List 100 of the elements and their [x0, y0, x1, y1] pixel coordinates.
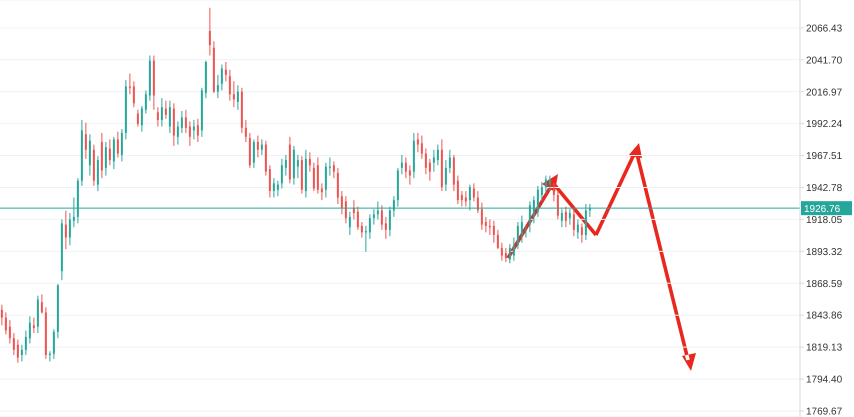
- candlestick: [260, 138, 263, 156]
- candlestick: [12, 332, 15, 356]
- candlestick: [564, 206, 567, 228]
- candlestick: [48, 350, 51, 362]
- candlestick: [500, 242, 503, 262]
- y-tick-label: 2016.97: [806, 87, 843, 98]
- candlestick: [460, 190, 463, 208]
- candlestick: [496, 229, 499, 250]
- y-tick-label: 1843.86: [806, 310, 843, 322]
- candlestick: [128, 73, 131, 95]
- candlestick: [368, 214, 371, 240]
- candlestick: [84, 122, 87, 160]
- candlestick: [428, 158, 431, 182]
- candlestick: [484, 216, 487, 233]
- candlestick: [104, 142, 107, 176]
- y-tick-label: 1769.67: [806, 406, 843, 417]
- candlestick: [340, 190, 343, 215]
- candlestick: [508, 244, 511, 264]
- candlestick: [364, 225, 367, 252]
- candlestick: [20, 344, 23, 362]
- candlestick: [232, 80, 235, 108]
- candlestick: [160, 98, 163, 128]
- candlestick: [516, 222, 519, 250]
- y-tick-label: 2066.43: [806, 23, 843, 34]
- candlestick: [480, 202, 483, 230]
- candlestick: [220, 64, 223, 91]
- candlestick: [332, 160, 335, 179]
- candlestick: [356, 206, 359, 230]
- candlestick: [312, 162, 315, 192]
- candlestick: [424, 148, 427, 175]
- y-tick-label: 2041.70: [806, 55, 843, 66]
- candlestick: [208, 7, 211, 56]
- y-tick-label: 1893.32: [806, 246, 843, 258]
- candlestick: [168, 100, 171, 134]
- candlestick: [156, 106, 159, 128]
- candlestick: [188, 120, 191, 146]
- candlestick: [224, 61, 227, 82]
- candlestick: [256, 135, 259, 158]
- candlestick: [52, 328, 55, 360]
- candlestick: [384, 216, 387, 240]
- candlestick: [380, 204, 383, 230]
- candlestick: [520, 215, 523, 244]
- candlestick: [132, 80, 135, 108]
- y-tick-label: 1819.13: [806, 342, 843, 354]
- ref-line-label: 1926.76: [804, 204, 841, 216]
- candlestick: [216, 74, 219, 99]
- candlestick: [280, 158, 283, 189]
- candlestick: [556, 190, 559, 220]
- candlestick: [284, 154, 287, 176]
- candlestick: [140, 105, 143, 132]
- candlestick: [276, 180, 279, 197]
- candlestick: [580, 222, 583, 244]
- candlestick: [348, 211, 351, 236]
- candlestick: [184, 109, 187, 134]
- candlestick: [244, 120, 247, 143]
- candlestick: [512, 237, 515, 262]
- candlestick: [540, 182, 543, 202]
- candlestick: [64, 210, 67, 250]
- candlestick: [180, 110, 183, 134]
- candlestick: [476, 190, 479, 214]
- candlestick: [136, 109, 139, 128]
- candlestick: [68, 212, 71, 246]
- candlestick: [40, 294, 43, 314]
- y-tick-label: 1992.24: [806, 119, 843, 130]
- y-tick-label: 1918.05: [806, 214, 843, 226]
- candlestick: [164, 100, 167, 120]
- candlestick: [236, 84, 239, 110]
- y-tick-label: 1967.51: [806, 151, 843, 162]
- candlestick: [328, 157, 331, 176]
- candlestick: [344, 196, 347, 224]
- candlestick: [444, 160, 447, 192]
- candlestick: [572, 208, 575, 237]
- candlestick: [308, 152, 311, 172]
- candlestick: [404, 157, 407, 179]
- candlestick: [360, 222, 363, 238]
- candlestick: [324, 162, 327, 198]
- candlestick: [432, 149, 435, 172]
- candlestick: [272, 178, 275, 198]
- candlestick: [268, 164, 271, 198]
- candlestick: [0, 304, 3, 326]
- candlestick: [436, 144, 439, 166]
- candlestick: [416, 132, 419, 153]
- y-tick-label: 1942.78: [806, 183, 843, 194]
- candlestick: [144, 90, 147, 114]
- candlestick: [320, 182, 323, 201]
- candlestick: [548, 175, 551, 192]
- candlestick: [456, 175, 459, 204]
- candlestick: [400, 154, 403, 175]
- y-tick-label: 1868.59: [806, 278, 843, 290]
- candlestick: [504, 247, 507, 263]
- candlestick: [8, 320, 11, 344]
- candlestick: [116, 131, 119, 158]
- candlestick: [196, 118, 199, 143]
- candlestick: [448, 149, 451, 174]
- candlestick: [4, 312, 7, 335]
- candlestick: [24, 330, 27, 356]
- candlestick: [108, 138, 111, 166]
- candlestick: [176, 120, 179, 146]
- candlestick: [420, 135, 423, 160]
- candlestick: [192, 120, 195, 140]
